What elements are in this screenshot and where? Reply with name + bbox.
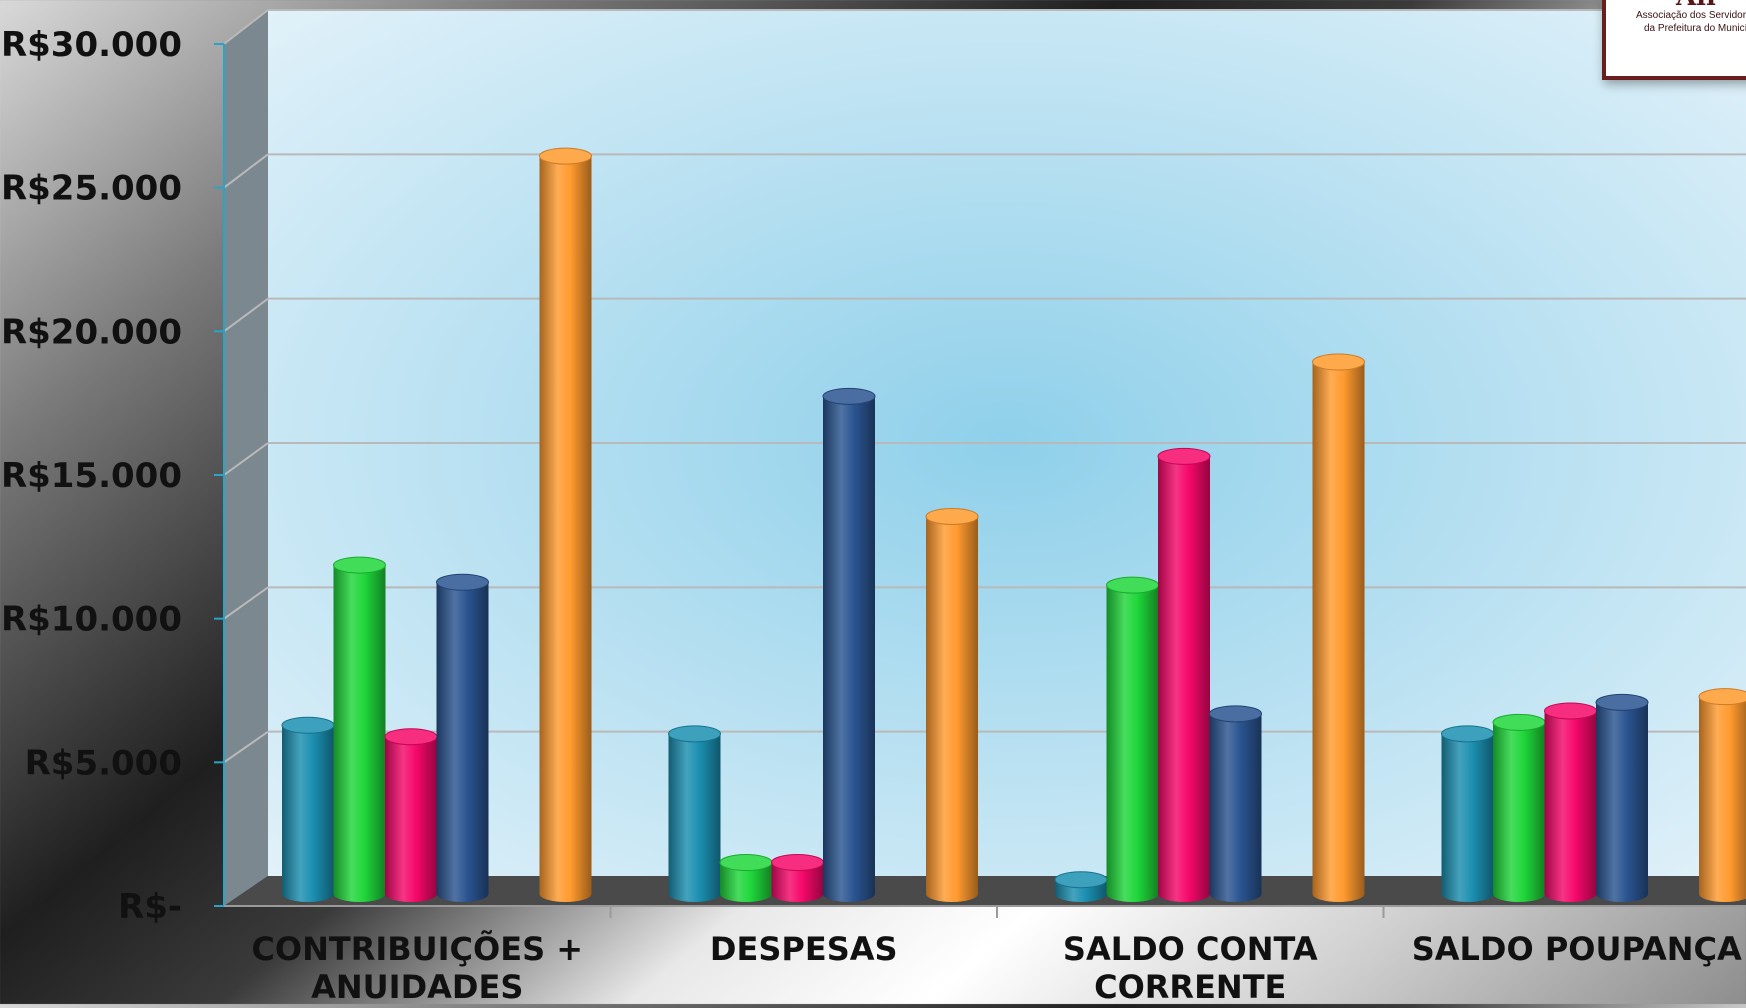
gridline-side (223, 297, 269, 333)
plot-floor (224, 876, 1746, 906)
bar (539, 156, 592, 902)
logo-emblem-icon: Aıı (1676, 0, 1716, 12)
bar (1158, 456, 1210, 902)
logo-text-line2: da Prefeitura do Município (1644, 23, 1746, 34)
bar-cap (436, 573, 489, 591)
bar-cap (925, 507, 979, 525)
organization-logo: Aıı Associação dos Servidores da da Pref… (1602, 0, 1746, 80)
bar (333, 565, 386, 902)
y-tick-label: R$15.000 (1, 456, 182, 496)
logo-text-line1: Associação dos Servidores da (1636, 10, 1746, 21)
bar-cap (1312, 353, 1365, 371)
gridline-side (223, 586, 269, 620)
x-category-label: CORRENTE (1094, 968, 1286, 1004)
x-category-label: ANUIDADES (311, 968, 523, 1004)
bar-cap (1209, 705, 1262, 723)
bar-cap (333, 556, 386, 574)
bar-cap (281, 716, 335, 734)
x-category-label: CONTRIBUIÇÕES + (251, 929, 583, 968)
bar-cap (1054, 871, 1108, 889)
gridline-side (223, 9, 269, 45)
bar (1596, 702, 1648, 902)
y-tick-label: R$- (118, 887, 182, 927)
bar-cap (719, 854, 773, 872)
x-category-label: DESPESAS (710, 930, 898, 968)
bar (1699, 696, 1746, 902)
bar-cap (1441, 725, 1494, 743)
bar (668, 733, 721, 902)
y-tick-label: R$30.000 (1, 25, 182, 65)
y-tick-label: R$20.000 (1, 312, 182, 352)
gridline-side (223, 442, 269, 476)
x-category-label: SALDO CONTA (1063, 930, 1318, 968)
bar (771, 862, 824, 902)
bar-cap (1106, 576, 1159, 594)
y-tick-label: R$5.000 (25, 743, 182, 783)
bar-cap (1544, 702, 1597, 720)
bar (926, 516, 978, 902)
bar (436, 582, 489, 902)
bar-cap (539, 147, 592, 165)
bar-cap (384, 728, 438, 746)
bar-cap (822, 387, 876, 405)
bar-cap (1698, 688, 1746, 706)
bar-cap (771, 854, 824, 872)
bar (1209, 713, 1262, 902)
bar (720, 862, 772, 902)
bar (1544, 710, 1597, 902)
bar (1106, 585, 1159, 902)
bar-cap (668, 725, 721, 743)
bar (1493, 722, 1545, 902)
bar (1312, 362, 1365, 902)
gridline-side (223, 730, 269, 764)
y-tick-label: R$25.000 (1, 169, 182, 209)
bar (823, 396, 875, 902)
bar-cap (1492, 713, 1546, 731)
bar-cap (1157, 447, 1211, 465)
gridline-side (223, 153, 269, 189)
bar (1441, 733, 1494, 902)
y-tick-label: R$10.000 (1, 600, 182, 640)
x-category-label: SALDO POUPANÇA (1412, 930, 1742, 968)
bar (282, 725, 334, 902)
bar (385, 736, 437, 902)
bar-cap (1595, 693, 1649, 711)
